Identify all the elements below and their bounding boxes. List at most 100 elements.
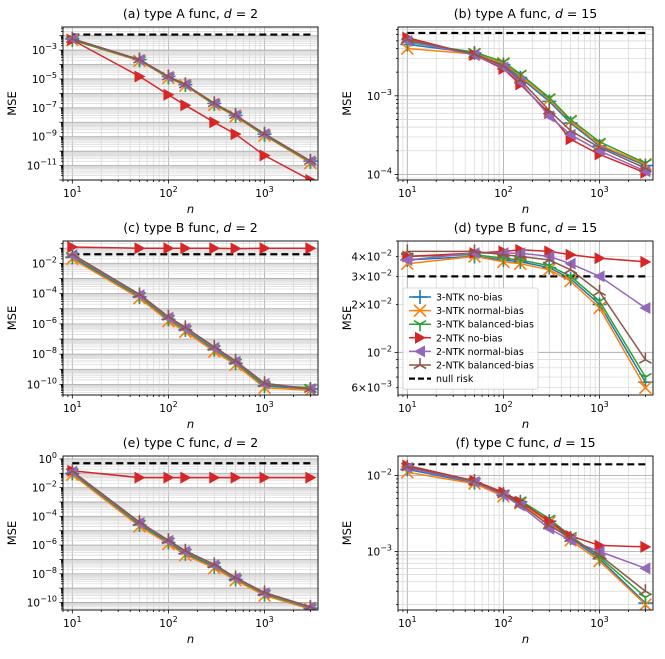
series-2-ntk-balanced-bias — [400, 32, 652, 173]
legend-entry: 3-NTK balanced-bias — [409, 320, 534, 332]
legend-marker — [415, 331, 426, 344]
x-tick-label: 101 — [63, 400, 81, 415]
data-point — [400, 32, 414, 44]
axes-frame — [397, 455, 654, 611]
data-point — [496, 247, 510, 259]
data-point — [161, 309, 175, 321]
data-point — [230, 128, 242, 141]
data-point — [133, 287, 146, 299]
x-tick-label: 103 — [255, 400, 273, 415]
y-tick-label: 10−10 — [27, 594, 57, 609]
axes-frame — [397, 240, 654, 396]
data-point — [638, 598, 652, 610]
data-point — [178, 77, 192, 89]
data-point — [161, 69, 175, 81]
data-point — [496, 58, 510, 71]
x-tick-label: 102 — [494, 615, 512, 630]
axes-frame — [62, 26, 319, 181]
legend-label: 2-NTK no-bias — [436, 333, 503, 344]
data-point — [178, 320, 192, 332]
data-layer — [400, 31, 653, 179]
y-tick-label: 10−6 — [32, 537, 57, 552]
x-tick-label: 103 — [590, 615, 608, 630]
data-point — [161, 533, 175, 545]
y-tick-label: 10−2 — [32, 255, 57, 270]
data-point — [400, 244, 414, 256]
data-point — [163, 88, 175, 101]
data-point — [638, 161, 652, 173]
data-point — [514, 499, 526, 512]
data-layer — [65, 462, 318, 610]
data-point — [258, 585, 272, 597]
y-axis-label: MSE — [340, 521, 354, 546]
y-axis-label: MSE — [340, 91, 354, 116]
legend-entry: 2-NTK no-bias — [409, 331, 503, 344]
data-point — [163, 242, 175, 255]
series-line — [71, 253, 311, 390]
x-tick-label: 103 — [255, 185, 273, 200]
y-axis-label: MSE — [5, 306, 19, 331]
legend-label: 3-NTK normal-bias — [436, 306, 524, 317]
x-tick-label: 101 — [398, 400, 416, 415]
y-tick-label: 10−4 — [367, 166, 392, 181]
x-tick-label: 101 — [398, 615, 416, 630]
data-point — [638, 584, 652, 596]
legend-label: 2-NTK balanced-bias — [436, 361, 534, 372]
gridlines — [397, 27, 653, 180]
data-point — [513, 249, 527, 261]
x-axis-label: n — [187, 417, 194, 431]
x-tick-label: 103 — [255, 615, 273, 630]
data-point — [180, 242, 192, 255]
y-tick-label: 10−4 — [32, 508, 57, 523]
data-point — [65, 464, 79, 476]
series-2-ntk-balanced-bias — [400, 459, 652, 596]
data-layer — [65, 31, 318, 180]
plot-area — [398, 456, 653, 610]
data-point — [468, 47, 481, 59]
panel-title: (f) type C func, d = 15 — [455, 435, 595, 450]
panel-a: 101 102 103 10−3 10−5 10−7 10−9 10−11 (a) type A… — [5, 6, 319, 216]
data-point — [640, 255, 652, 268]
panel-title: (d) type B func, d = 15 — [454, 220, 597, 235]
data-point — [542, 93, 556, 105]
x-tick-label: 102 — [159, 615, 177, 630]
data-point — [638, 381, 652, 395]
y-tick-label: 10−4 — [32, 286, 57, 301]
y-tick-label: 100 — [39, 451, 57, 466]
legend-entry: 2-NTK normal-bias — [409, 345, 524, 358]
series-2-ntk-balanced-bias — [400, 244, 652, 364]
panel-e: 101 102 103 100 10−2 10−4 10−6 10−8 10−10 (e) typ… — [5, 435, 319, 646]
data-point — [163, 471, 175, 484]
data-point — [230, 471, 242, 484]
data-point — [305, 174, 317, 180]
axes-frame — [62, 455, 319, 611]
x-tick-label: 102 — [494, 185, 512, 200]
legend-marker — [413, 320, 427, 332]
data-point — [513, 72, 527, 84]
data-point — [134, 471, 146, 484]
data-point — [65, 247, 79, 259]
data-point — [593, 140, 607, 152]
data-point — [207, 96, 221, 108]
series-2-ntk-balanced-bias — [65, 31, 317, 166]
data-point — [134, 242, 146, 255]
x-axis-label: n — [522, 202, 529, 216]
y-tick-label: 10−8 — [32, 346, 57, 361]
data-point — [229, 570, 243, 582]
data-point — [468, 474, 481, 486]
panel-title: (a) type A func, d = 2 — [123, 6, 258, 21]
data-point — [401, 462, 413, 475]
x-tick-label: 103 — [590, 400, 608, 415]
data-point — [468, 247, 480, 260]
y-tick-label: 10−10 — [27, 376, 57, 391]
data-point — [305, 471, 317, 484]
y-axis-label: MSE — [5, 91, 19, 116]
axes-frame — [397, 26, 654, 181]
x-tick-label: 101 — [398, 185, 416, 200]
y-tick-label: 10−2 — [32, 480, 57, 495]
data-point — [229, 108, 243, 120]
data-point — [259, 242, 271, 255]
data-point — [207, 339, 221, 352]
series-line — [407, 250, 647, 361]
